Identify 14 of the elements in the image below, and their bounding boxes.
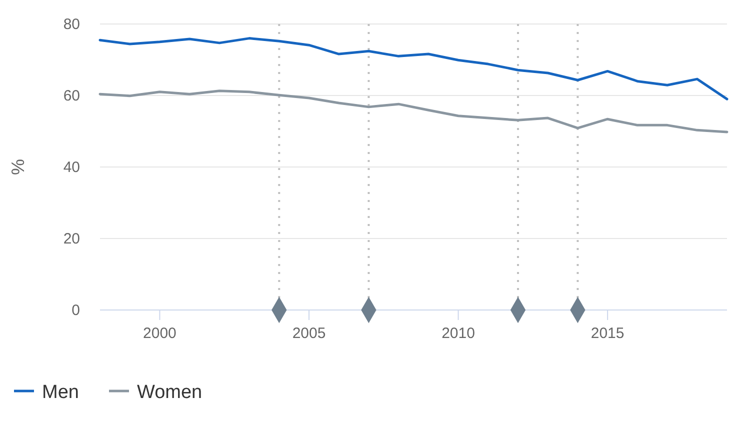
x-tick-label: 2000: [143, 325, 176, 342]
line-series: [98, 37, 728, 100]
y-tick-label: 60: [63, 88, 80, 104]
x-tick-label: 2010: [442, 325, 475, 342]
y-tick-label: 40: [63, 159, 80, 176]
legend-label: Women: [137, 382, 202, 403]
y-tick-label: 20: [63, 230, 80, 248]
y-tick-label: 80: [63, 16, 80, 33]
x-tick-label: 2005: [292, 325, 326, 342]
y-axis-title: %: [8, 158, 28, 176]
x-tick-label: 2015: [590, 325, 624, 342]
y-tick-label: 0: [72, 302, 80, 319]
legend-label: Men: [42, 382, 79, 403]
line-series: [98, 90, 728, 134]
